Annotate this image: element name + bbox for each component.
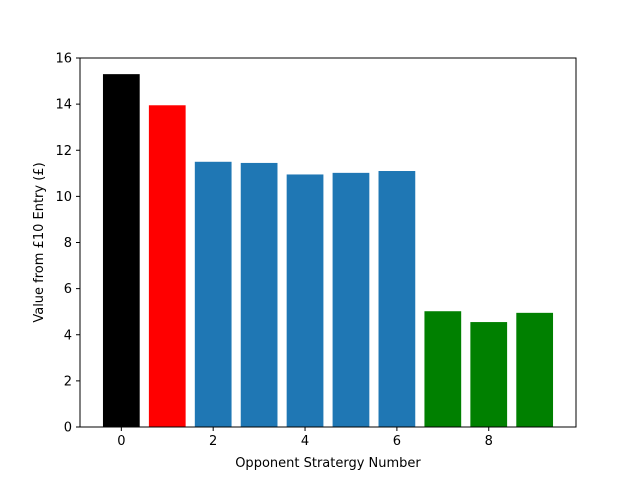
bar-strategy-3 [240,162,278,427]
plot-area-frame [79,57,577,428]
y-ticks-group: 0 2 4 6 8 10 12 14 16 [55,52,80,436]
y-tick-label: 6 [64,282,72,297]
bar-strategy-4 [286,174,324,427]
bars-group [102,74,554,428]
bar-strategy-2 [194,161,232,427]
bar-strategy-9 [516,312,554,427]
x-tick-label: 8 [485,434,493,449]
y-tick-label: 14 [55,98,72,113]
y-tick-label: 10 [55,190,72,205]
y-axis-label: Value from £10 Entry (£) [32,162,47,322]
bar-strategy-0 [102,74,140,428]
x-tick-label: 2 [209,434,217,449]
x-ticks-group: 0 2 4 6 8 [117,427,493,449]
bar-strategy-7 [424,311,462,427]
y-tick-label: 12 [55,144,72,159]
bar-strategy-5 [332,172,370,427]
bar-strategy-6 [378,171,416,427]
x-tick-label: 6 [393,434,401,449]
y-tick-label: 4 [64,328,72,343]
y-tick-label: 0 [64,421,72,436]
y-tick-label: 8 [64,236,72,251]
x-tick-label: 4 [301,434,309,449]
bar-strategy-1 [148,105,186,427]
bar-strategy-8 [470,322,508,427]
y-tick-label: 16 [55,52,72,67]
x-axis-label: Opponent Stratergy Number [235,456,421,471]
x-tick-label: 0 [117,434,125,449]
y-tick-label: 2 [64,374,72,389]
